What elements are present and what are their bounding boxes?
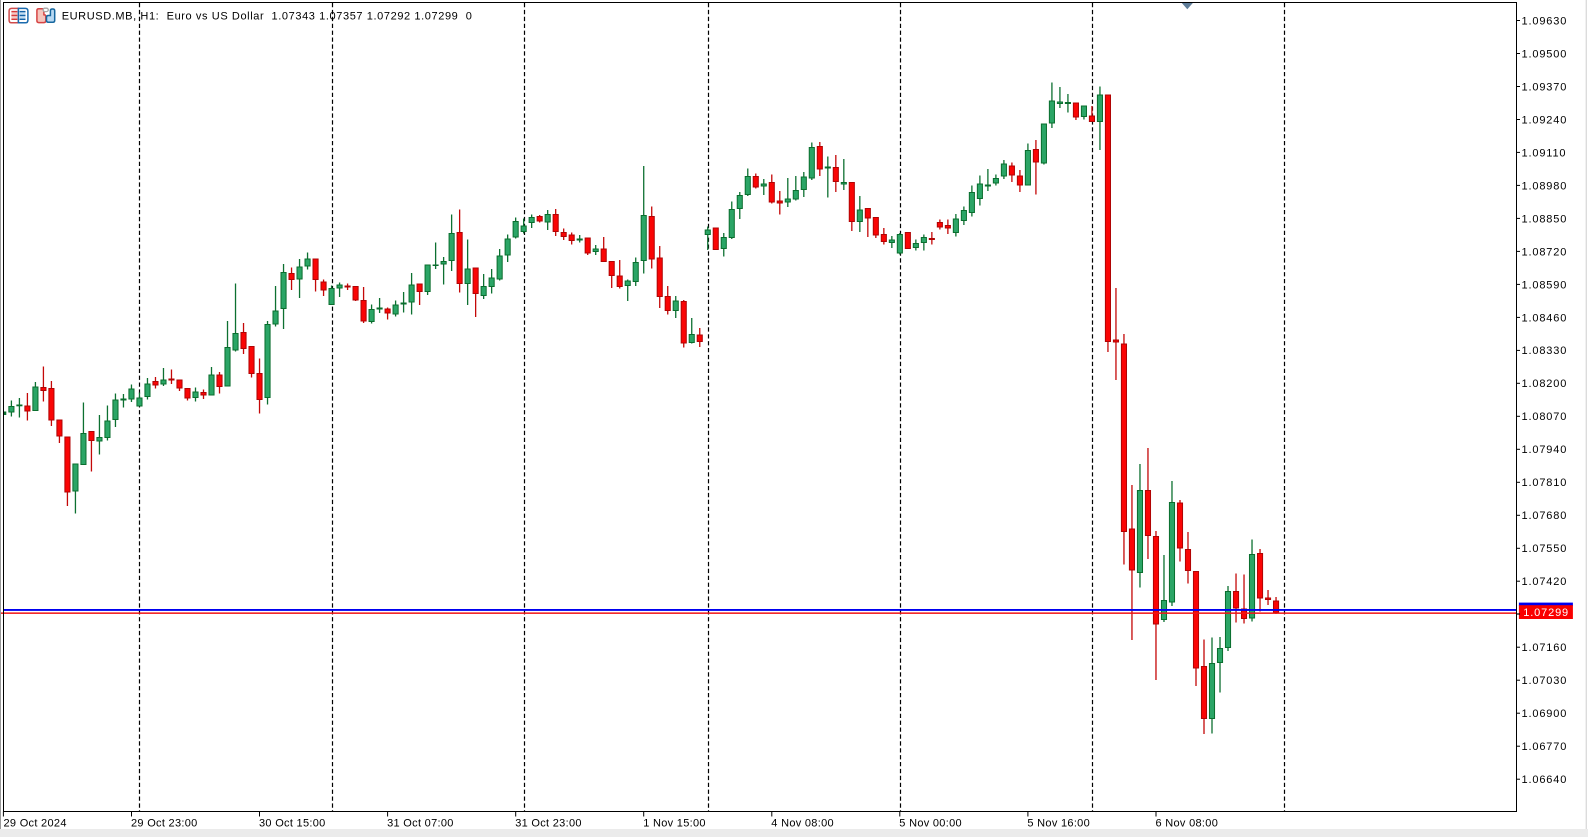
svg-text:1.08070: 1.08070 xyxy=(1522,411,1568,423)
svg-text:30 Oct 15:00: 30 Oct 15:00 xyxy=(259,818,326,830)
svg-text:1.07680: 1.07680 xyxy=(1522,510,1568,522)
svg-text:1.08720: 1.08720 xyxy=(1522,246,1568,258)
svg-text:1.08460: 1.08460 xyxy=(1522,312,1568,324)
svg-text:1.06640: 1.06640 xyxy=(1522,774,1568,786)
svg-text:1.07030: 1.07030 xyxy=(1522,675,1568,687)
svg-text:1.08590: 1.08590 xyxy=(1522,279,1568,291)
svg-text:5 Nov 00:00: 5 Nov 00:00 xyxy=(899,818,962,830)
svg-text:1.09500: 1.09500 xyxy=(1522,48,1568,60)
svg-text:29 Oct 2024: 29 Oct 2024 xyxy=(4,818,67,830)
svg-text:31 Oct 07:00: 31 Oct 07:00 xyxy=(387,818,454,830)
svg-text:1.08980: 1.08980 xyxy=(1522,180,1568,192)
svg-text:1.08200: 1.08200 xyxy=(1522,378,1568,390)
svg-text:1.07160: 1.07160 xyxy=(1522,642,1568,654)
svg-text:6 Nov 08:00: 6 Nov 08:00 xyxy=(1156,818,1219,830)
svg-text:31 Oct 23:00: 31 Oct 23:00 xyxy=(515,818,582,830)
svg-text:EURUSD.MB, H1: Euro vs US Dol: EURUSD.MB, H1: Euro vs US Dollar 1.07343… xyxy=(62,11,473,23)
svg-text:1.07940: 1.07940 xyxy=(1522,444,1568,456)
svg-text:1.09110: 1.09110 xyxy=(1522,147,1567,159)
svg-text:1.09630: 1.09630 xyxy=(1522,15,1568,27)
svg-text:1.07420: 1.07420 xyxy=(1522,576,1568,588)
svg-text:1.09240: 1.09240 xyxy=(1522,114,1568,126)
svg-text:1.06900: 1.06900 xyxy=(1522,708,1568,720)
svg-text:1.08850: 1.08850 xyxy=(1522,213,1568,225)
svg-text:1.09370: 1.09370 xyxy=(1522,81,1568,93)
svg-text:29 Oct 23:00: 29 Oct 23:00 xyxy=(131,818,198,830)
svg-text:1.07810: 1.07810 xyxy=(1522,477,1568,489)
svg-text:1.07550: 1.07550 xyxy=(1522,543,1568,555)
svg-text:5 Nov 16:00: 5 Nov 16:00 xyxy=(1027,818,1090,830)
svg-text:1.08330: 1.08330 xyxy=(1522,345,1568,357)
svg-text:1.06770: 1.06770 xyxy=(1522,741,1568,753)
svg-text:4 Nov 08:00: 4 Nov 08:00 xyxy=(771,818,834,830)
svg-text:1.07299: 1.07299 xyxy=(1523,607,1569,619)
svg-text:1 Nov 15:00: 1 Nov 15:00 xyxy=(643,818,706,830)
